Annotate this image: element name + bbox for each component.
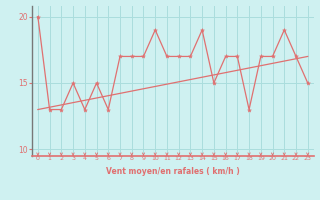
X-axis label: Vent moyen/en rafales ( km/h ): Vent moyen/en rafales ( km/h ) (106, 167, 240, 176)
